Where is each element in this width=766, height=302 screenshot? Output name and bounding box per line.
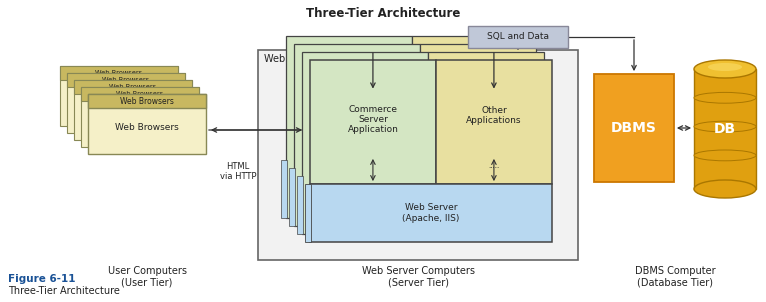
Bar <box>294 44 420 226</box>
Text: Web Browsers: Web Browsers <box>120 97 174 105</box>
Text: DBMS: DBMS <box>611 121 657 135</box>
Text: Web Browsers: Web Browsers <box>103 77 149 83</box>
Text: Web Server Computers
(Server Tier): Web Server Computers (Server Tier) <box>362 266 474 288</box>
Text: HTML
via HTTP: HTML via HTTP <box>220 162 257 182</box>
Text: Three-Tier Architecture: Three-Tier Architecture <box>8 286 119 296</box>
Bar <box>694 69 756 189</box>
Text: Web Browsers: Web Browsers <box>110 84 156 90</box>
Text: .....: ..... <box>488 163 499 169</box>
Bar <box>302 52 428 234</box>
Bar <box>412 36 528 218</box>
Ellipse shape <box>708 63 742 71</box>
Bar <box>60 66 178 126</box>
Text: Three-Tier Architecture: Three-Tier Architecture <box>306 7 460 20</box>
Bar <box>67 73 185 133</box>
Bar <box>468 26 568 48</box>
Bar <box>258 50 578 260</box>
Bar <box>289 168 295 226</box>
Ellipse shape <box>694 60 756 78</box>
Bar <box>81 87 199 147</box>
Text: Web Server
(Apache, IIS): Web Server (Apache, IIS) <box>402 203 460 223</box>
Bar <box>436 60 552 184</box>
Bar <box>74 80 192 94</box>
Text: DBMS Computer
(Database Tier): DBMS Computer (Database Tier) <box>635 266 715 288</box>
Text: Web Browsers: Web Browsers <box>116 91 164 97</box>
Bar <box>88 94 206 154</box>
Bar <box>88 94 206 108</box>
Text: Web Browsers: Web Browsers <box>96 70 142 76</box>
Ellipse shape <box>694 150 756 161</box>
Bar <box>286 36 412 218</box>
Text: Web Farm: Web Farm <box>264 54 313 64</box>
Text: Figure 6-11: Figure 6-11 <box>8 274 76 284</box>
Bar <box>310 184 552 242</box>
Text: User Computers
(User Tier): User Computers (User Tier) <box>107 266 186 288</box>
Bar <box>60 66 178 80</box>
Bar <box>74 80 192 140</box>
Bar <box>594 74 674 182</box>
Text: Web Browsers: Web Browsers <box>115 124 179 133</box>
Bar <box>310 60 436 184</box>
Ellipse shape <box>694 121 756 132</box>
Ellipse shape <box>694 180 756 198</box>
Bar <box>305 184 311 242</box>
Bar <box>297 176 303 234</box>
Bar <box>81 87 199 101</box>
Bar <box>281 160 287 218</box>
Text: Other
Applications: Other Applications <box>466 106 522 125</box>
Ellipse shape <box>694 92 756 103</box>
Bar <box>67 73 185 87</box>
Bar <box>420 44 536 226</box>
Text: Commerce
Server
Application: Commerce Server Application <box>348 104 398 134</box>
Text: SQL and Data: SQL and Data <box>487 33 549 41</box>
Text: DB: DB <box>714 122 736 136</box>
Bar <box>428 52 544 234</box>
